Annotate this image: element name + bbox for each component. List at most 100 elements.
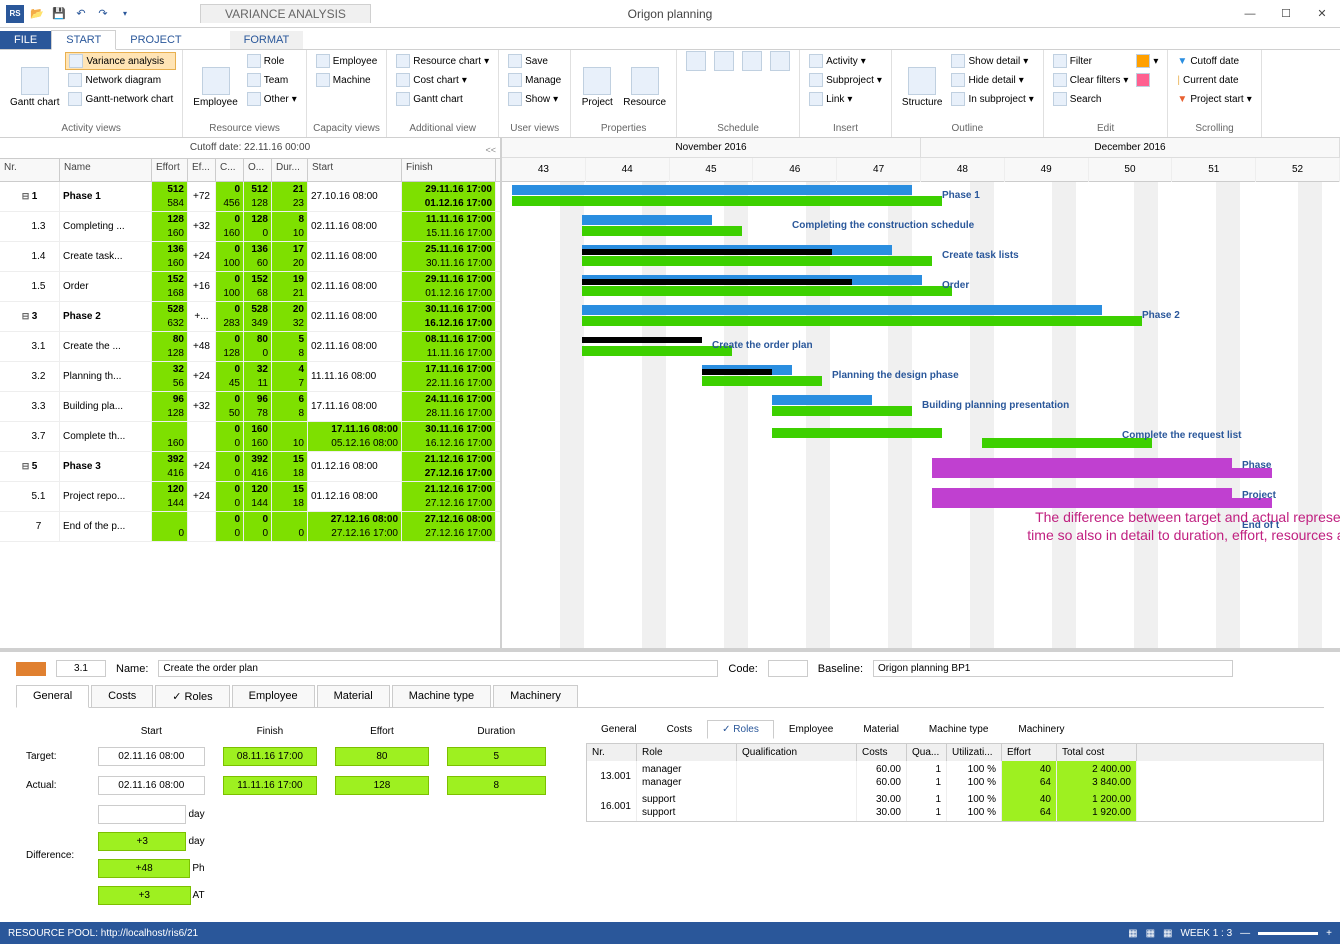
roles-col-header[interactable]: Utilizati...: [947, 744, 1002, 761]
detail-tab-costs[interactable]: Costs: [91, 685, 153, 707]
gantt-bar[interactable]: [582, 226, 742, 236]
roles-row[interactable]: 13.001 managermanager 60.0060.00 11 100 …: [587, 761, 1323, 791]
diff-effort[interactable]: [98, 859, 190, 878]
save-icon[interactable]: 💾: [50, 5, 68, 23]
show-view-button[interactable]: Show ▾: [505, 90, 564, 108]
detail-baseline-input[interactable]: [873, 660, 1233, 677]
detail-tab-material[interactable]: Material: [317, 685, 390, 707]
gantt-row[interactable]: Building planning presentation: [502, 392, 1340, 422]
detail-nr-input[interactable]: [56, 660, 106, 677]
status-icon-2[interactable]: ▦: [1146, 928, 1155, 939]
roles-col-header[interactable]: Costs: [857, 744, 907, 761]
roles-col-header[interactable]: Qua...: [907, 744, 947, 761]
mini-tab-machinery[interactable]: Machinery: [1003, 720, 1079, 739]
other-view-button[interactable]: Other ▾: [244, 90, 300, 108]
resource-chart-button[interactable]: Resource chart ▾: [393, 52, 492, 70]
mini-tab-material[interactable]: Material: [848, 720, 914, 739]
expand-icon[interactable]: ⊟: [22, 311, 30, 322]
mini-tab-employee[interactable]: Employee: [774, 720, 848, 739]
schedule-icon-4[interactable]: [767, 52, 793, 70]
gantt-bar[interactable]: [582, 256, 932, 266]
collapse-left-icon[interactable]: <<: [485, 140, 496, 160]
highlight-icon[interactable]: ▾: [1133, 52, 1161, 70]
task-row[interactable]: 1.4 Create task... 136160 +24 0100 13660…: [0, 242, 500, 272]
gantt-bar[interactable]: [582, 316, 1142, 326]
minimize-button[interactable]: —: [1232, 0, 1268, 28]
task-row[interactable]: 3.3 Building pla... 96128 +32 050 9678 6…: [0, 392, 500, 422]
task-row[interactable]: 7 End of the p... 0 00 00 0 27.12.16 08:…: [0, 512, 500, 542]
gantt-bar[interactable]: [512, 196, 942, 206]
gantt-bar[interactable]: [582, 286, 952, 296]
status-icon-1[interactable]: ▦: [1128, 928, 1137, 939]
gantt-chart-button[interactable]: Gantt chart: [6, 52, 63, 122]
insert-activity-button[interactable]: Activity ▾: [806, 52, 885, 70]
team-view-button[interactable]: Team: [244, 71, 300, 89]
tab-file[interactable]: FILE: [0, 31, 51, 49]
diff-duration[interactable]: [98, 886, 191, 905]
gantt-bar[interactable]: [932, 498, 1272, 508]
zoom-in[interactable]: +: [1326, 928, 1332, 939]
mini-tab-costs[interactable]: Costs: [652, 720, 708, 739]
diff-finish[interactable]: [98, 832, 186, 851]
target-effort[interactable]: [335, 747, 428, 766]
task-row[interactable]: ⊟5 Phase 3 392416 +24 00 392416 1518 01.…: [0, 452, 500, 482]
project-props-button[interactable]: Project: [577, 52, 617, 122]
task-row[interactable]: 1.3 Completing ... 128160 +32 0160 1280 …: [0, 212, 500, 242]
gantt-bar[interactable]: [512, 185, 912, 195]
zoom-slider[interactable]: [1258, 932, 1318, 935]
detail-name-input[interactable]: [158, 660, 718, 677]
gantt-row[interactable]: Planning the design phase: [502, 362, 1340, 392]
project-start-button[interactable]: ▼Project start ▾: [1174, 90, 1254, 108]
gantt-bar[interactable]: [772, 428, 942, 438]
gantt-network-button[interactable]: Gantt-network chart: [65, 90, 176, 108]
hide-detail-button[interactable]: Hide detail ▾: [948, 71, 1036, 89]
eraser-icon[interactable]: [1133, 71, 1161, 89]
target-duration[interactable]: [447, 747, 546, 766]
gantt-row[interactable]: Phase: [502, 452, 1340, 482]
network-diagram-button[interactable]: Network diagram: [65, 71, 176, 89]
filter-button[interactable]: Filter: [1050, 52, 1132, 70]
gantt-row[interactable]: Completing the construction schedule: [502, 212, 1340, 242]
col-effort[interactable]: Effort: [152, 159, 188, 181]
gantt-bar[interactable]: [582, 249, 832, 255]
roles-col-header[interactable]: Nr.: [587, 744, 637, 761]
gantt-bar[interactable]: [932, 488, 1232, 498]
grid-body[interactable]: ⊟1 Phase 1 512584 +72 0456 512128 2123 2…: [0, 182, 500, 648]
gantt-row[interactable]: Phase 2: [502, 302, 1340, 332]
cap-employee-button[interactable]: Employee: [313, 52, 380, 70]
gantt-bar[interactable]: [702, 376, 822, 386]
roles-row[interactable]: 16.001 supportsupport 30.0030.00 11 100 …: [587, 791, 1323, 821]
expand-icon[interactable]: ⊟: [22, 461, 30, 472]
undo-icon[interactable]: ↶: [72, 5, 90, 23]
gantt-bar[interactable]: [582, 337, 702, 343]
gantt-bar[interactable]: [932, 468, 1272, 478]
save-view-button[interactable]: Save: [505, 52, 564, 70]
clear-filters-button[interactable]: Clear filters ▾: [1050, 71, 1132, 89]
cutoff-date-button[interactable]: ▼Cutoff date: [1174, 52, 1254, 70]
col-c[interactable]: C...: [216, 159, 244, 181]
open-icon[interactable]: 📂: [28, 5, 46, 23]
gantt-body[interactable]: Phase 1Completing the construction sched…: [502, 182, 1340, 648]
manage-view-button[interactable]: Manage: [505, 71, 564, 89]
show-detail-button[interactable]: Show detail ▾: [948, 52, 1036, 70]
target-start[interactable]: [98, 747, 205, 766]
detail-tab-roles[interactable]: ✓ Roles: [155, 685, 229, 707]
cost-chart-button[interactable]: Cost chart ▾: [393, 71, 492, 89]
col-finish[interactable]: Finish: [402, 159, 496, 181]
detail-tab-machinery[interactable]: Machinery: [493, 685, 578, 707]
gantt-row[interactable]: Complete the request list: [502, 422, 1340, 452]
schedule-icon-1[interactable]: [683, 52, 709, 70]
task-row[interactable]: 3.1 Create the ... 80128 +48 0128 800 58…: [0, 332, 500, 362]
current-date-button[interactable]: |Current date: [1174, 71, 1254, 89]
gantt-bar[interactable]: [582, 215, 712, 225]
roles-col-header[interactable]: Total cost: [1057, 744, 1137, 761]
col-nr[interactable]: Nr.: [0, 159, 60, 181]
gantt-bar[interactable]: [932, 458, 1232, 468]
cap-machine-button[interactable]: Machine: [313, 71, 380, 89]
roles-col-header[interactable]: Effort: [1002, 744, 1057, 761]
mini-tab-machine type[interactable]: Machine type: [914, 720, 1003, 739]
task-row[interactable]: 5.1 Project repo... 120144 +24 00 120144…: [0, 482, 500, 512]
task-row[interactable]: 3.7 Complete th... 160 00 160160 10 17.1…: [0, 422, 500, 452]
detail-tab-general[interactable]: General: [16, 685, 89, 708]
task-row[interactable]: 1.5 Order 152168 +16 0100 15268 1921 02.…: [0, 272, 500, 302]
